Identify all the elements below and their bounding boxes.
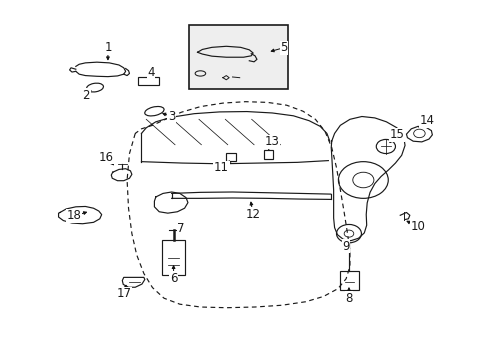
Text: 18: 18 <box>67 210 81 222</box>
Bar <box>226 153 235 161</box>
Text: 13: 13 <box>264 135 279 148</box>
Bar <box>189 26 287 89</box>
Bar <box>162 240 184 275</box>
Bar <box>138 77 159 85</box>
Text: 11: 11 <box>214 161 228 174</box>
Text: 14: 14 <box>419 114 434 127</box>
Text: 6: 6 <box>169 271 177 284</box>
Text: 1: 1 <box>104 41 111 54</box>
Text: 4: 4 <box>147 66 155 79</box>
Text: 12: 12 <box>245 208 260 221</box>
Text: 5: 5 <box>280 41 287 54</box>
Text: 2: 2 <box>82 89 90 102</box>
Bar <box>340 271 358 290</box>
Text: 7: 7 <box>177 222 184 235</box>
Text: 10: 10 <box>410 220 425 233</box>
Bar <box>263 150 273 159</box>
Text: 3: 3 <box>167 110 175 123</box>
Text: 17: 17 <box>116 287 131 300</box>
Text: 15: 15 <box>388 129 404 141</box>
Text: 9: 9 <box>342 240 349 253</box>
Text: 16: 16 <box>99 150 114 163</box>
Text: 8: 8 <box>345 292 352 305</box>
